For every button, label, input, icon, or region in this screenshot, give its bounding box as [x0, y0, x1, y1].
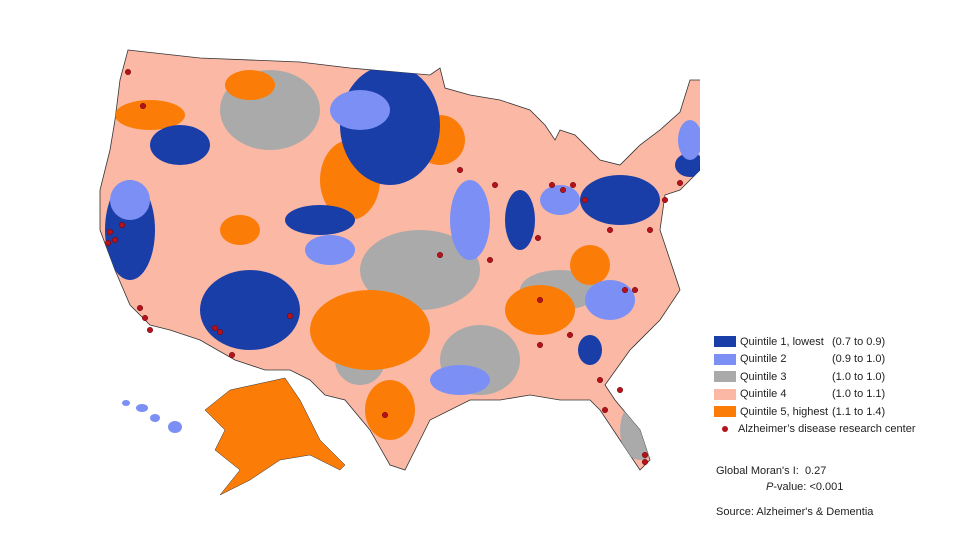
research-center-dot	[677, 179, 684, 186]
region-quintile-2	[450, 180, 490, 260]
statistics: Global Moran's I: 0.27 P-value: <0.001	[716, 463, 843, 495]
swatch	[714, 336, 736, 348]
research-center-dot	[537, 342, 544, 349]
research-center-dot	[487, 257, 494, 264]
swatch	[714, 388, 736, 400]
research-center-dot	[642, 459, 649, 466]
region-quintile-1	[285, 205, 355, 235]
legend-quintile-4: Quintile 4 (1.0 to 1.1)	[714, 386, 916, 404]
research-center-dot	[287, 313, 294, 320]
research-center-dot	[136, 305, 143, 312]
region-quintile-5	[115, 100, 185, 130]
region-quintile-5	[505, 285, 575, 335]
research-center-dot	[111, 236, 118, 243]
us-quintile-map	[99, 49, 700, 496]
region-quintile-2	[110, 180, 150, 220]
region-quintile-1	[675, 153, 700, 177]
region-quintile-2	[540, 185, 580, 215]
region-quintile-3	[360, 230, 480, 310]
research-center-dot	[602, 407, 609, 414]
region-quintile-2	[430, 365, 490, 395]
region-quintile-5	[570, 245, 610, 285]
hawaii-island	[168, 421, 182, 433]
research-center-dot	[647, 226, 654, 233]
region-quintile-2	[330, 90, 390, 130]
research-center-dot	[146, 327, 153, 334]
swatch	[714, 406, 736, 418]
region-quintile-2	[585, 280, 635, 320]
research-center-dot	[607, 226, 614, 233]
swatch	[714, 371, 736, 383]
research-center-dot	[617, 387, 624, 394]
region-quintile-1	[505, 190, 535, 250]
region-quintile-5	[365, 380, 415, 440]
research-center-dot	[549, 181, 556, 188]
p-suffix: -value:	[773, 481, 807, 493]
research-center-dot	[570, 181, 577, 188]
legend-quintile-5: Quintile 5, highest (1.1 to 1.4)	[714, 403, 916, 421]
region-quintile-5	[220, 215, 260, 245]
research-center-dot	[537, 297, 544, 304]
research-center-dot	[582, 196, 589, 203]
research-center-dot	[437, 251, 444, 258]
research-center-dot	[106, 228, 113, 235]
alaska	[204, 377, 346, 496]
research-center-dot	[118, 221, 125, 228]
research-center-dot	[124, 68, 131, 75]
hawaii	[122, 400, 182, 433]
research-center-dot	[139, 102, 146, 109]
research-center-dot	[622, 287, 629, 294]
research-center-dot	[457, 166, 464, 173]
research-center-dot	[216, 329, 223, 336]
legend: Quintile 1, lowest (0.7 to 0.9) Quintile …	[714, 333, 916, 438]
moran-label: Global Moran's I:	[716, 465, 799, 477]
region-quintile-1	[200, 270, 300, 350]
research-center-dot	[597, 377, 604, 384]
research-center-dot	[632, 287, 639, 294]
hawaii-island	[122, 400, 130, 406]
swatch	[714, 353, 736, 365]
region-quintile-1	[578, 335, 602, 365]
research-center-dot	[382, 412, 389, 419]
research-center-dot	[642, 452, 649, 459]
region-quintile-5	[310, 290, 430, 370]
hawaii-island	[136, 404, 148, 412]
region-quintile-1	[150, 125, 210, 165]
legend-quintile-2: Quintile 2 (0.9 to 1.0)	[714, 351, 916, 369]
p-value: <0.001	[809, 481, 844, 493]
research-center-dot	[228, 352, 235, 359]
research-center-dot	[141, 315, 148, 322]
legend-quintile-3: Quintile 3 (1.0 to 1.0)	[714, 368, 916, 386]
research-center-dot	[662, 196, 669, 203]
legend-quintile-1: Quintile 1, lowest (0.7 to 0.9)	[714, 333, 916, 351]
p-label: P	[766, 481, 774, 493]
research-center-dot	[560, 186, 567, 193]
region-quintile-5	[225, 70, 275, 100]
research-center-dot	[699, 165, 700, 171]
region-quintile-2	[678, 120, 700, 160]
hawaii-island	[150, 414, 160, 422]
research-center-dot	[211, 325, 218, 332]
research-center-dot-icon	[722, 426, 728, 433]
research-center-dot	[104, 239, 111, 246]
source-note: Source: Alzheimer's & Dementia	[716, 506, 874, 518]
research-center-dot	[492, 181, 499, 188]
moran-value: 0.27	[804, 465, 827, 477]
research-center-dot	[535, 234, 542, 241]
region-quintile-2	[305, 235, 355, 265]
region-quintile-1	[580, 175, 660, 225]
research-center-dot	[567, 332, 574, 339]
legend-research-center: Alzheimer’s disease research center	[714, 421, 916, 439]
region-quintile-3	[620, 400, 660, 460]
